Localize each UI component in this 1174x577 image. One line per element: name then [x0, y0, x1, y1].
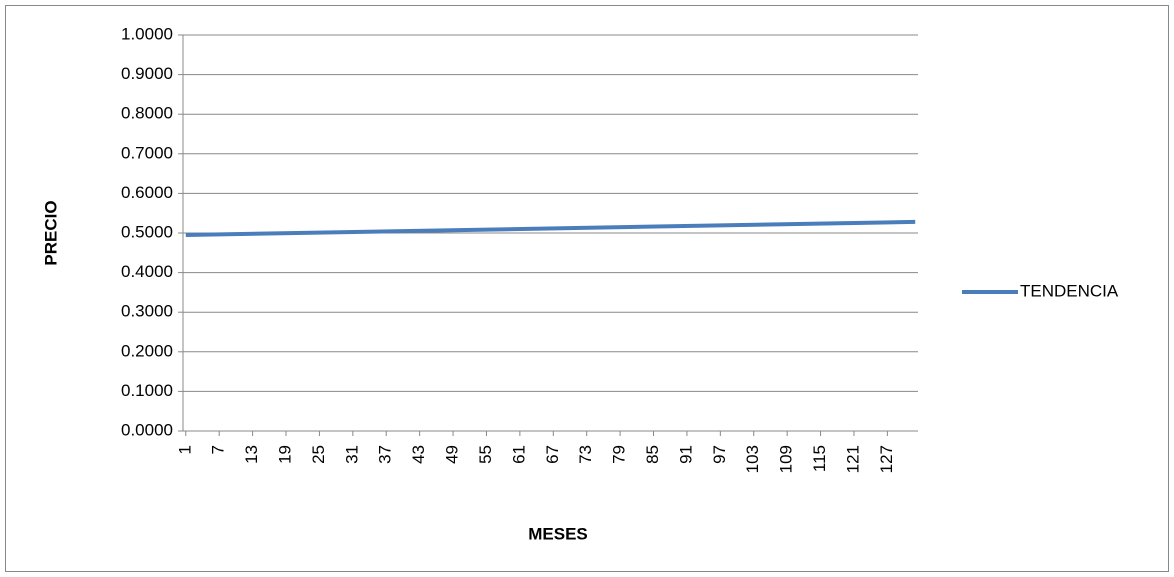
x-tick-label: 37	[376, 445, 395, 464]
series-line	[185, 219, 916, 237]
x-tick-label: 127	[877, 445, 896, 473]
y-tick-label: 0.5000	[121, 222, 173, 241]
y-tick-label: 0.4000	[121, 262, 173, 281]
y-tick-label: 0.6000	[121, 183, 173, 202]
x-tick-label: 1	[175, 445, 194, 454]
x-tick-label: 31	[342, 445, 361, 464]
x-tick-label: 61	[509, 445, 528, 464]
x-tick-label: 103	[743, 445, 762, 473]
y-tick-label: 1.0000	[121, 24, 173, 43]
x-tick-label: 115	[810, 445, 829, 472]
y-tick-label: 0.8000	[121, 104, 173, 123]
y-tick-label: 0.1000	[121, 381, 173, 400]
x-tick-label: 109	[777, 445, 796, 473]
x-tick-label: 19	[275, 445, 294, 464]
x-tick-label: 67	[543, 445, 562, 464]
legend-label: TENDENCIA	[1020, 281, 1119, 300]
x-tick-label: 121	[843, 445, 862, 473]
x-tick-label: 25	[309, 445, 328, 464]
y-tick-label: 0.9000	[121, 64, 173, 83]
x-tick-label: 7	[209, 445, 228, 454]
x-tick-label: 13	[242, 445, 261, 464]
x-tick-label: 91	[676, 445, 695, 464]
y-tick-label: 0.7000	[121, 143, 173, 162]
x-tick-label: 97	[710, 445, 729, 464]
x-tick-label: 79	[610, 445, 629, 464]
chart-border	[5, 5, 1169, 572]
y-axis-title: PRECIO	[41, 200, 60, 265]
x-tick-label: 55	[476, 445, 495, 464]
x-tick-label: 85	[643, 445, 662, 464]
x-tick-label: 73	[576, 445, 595, 464]
x-tick-label: 43	[409, 445, 428, 464]
y-tick-label: 0.2000	[121, 341, 173, 360]
y-tick-label: 0.3000	[121, 302, 173, 321]
x-axis-title: MESES	[528, 524, 588, 543]
y-tick-label: 0.0000	[121, 420, 173, 439]
x-tick-label: 49	[443, 445, 462, 464]
